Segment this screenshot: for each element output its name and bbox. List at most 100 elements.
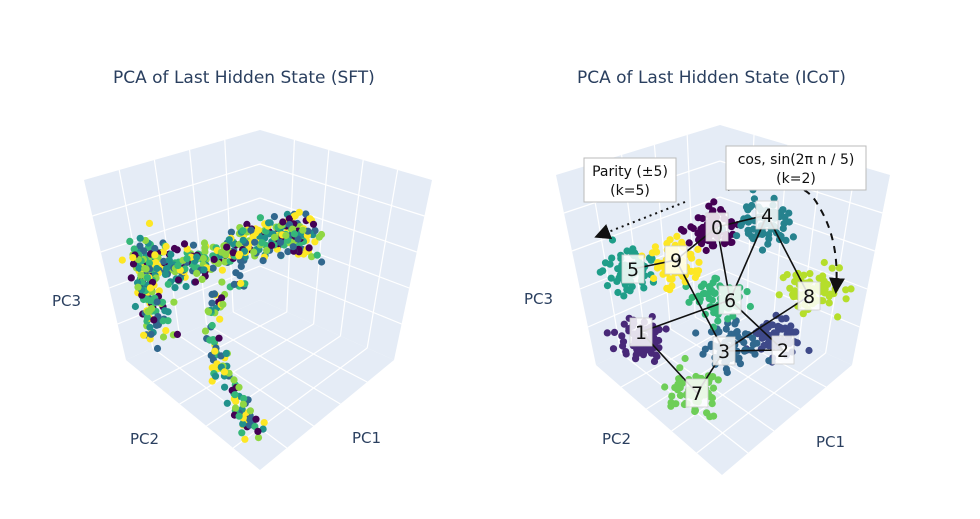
cluster-point-5 <box>608 254 616 262</box>
data-point <box>198 275 206 283</box>
cluster-label-3: 3 <box>712 336 736 366</box>
cluster-point-8 <box>821 289 829 297</box>
cluster-point-7 <box>667 402 675 410</box>
data-point <box>206 336 214 344</box>
data-point <box>270 233 279 241</box>
rotation-arrow <box>727 181 845 294</box>
cluster-point-1 <box>619 342 627 350</box>
cluster-point-1 <box>622 350 630 358</box>
gridline <box>179 323 314 405</box>
cluster-point-9 <box>687 267 695 275</box>
cluster-point-0 <box>708 242 716 250</box>
cluster-point-5 <box>629 245 637 253</box>
cluster-point-9 <box>650 274 658 282</box>
cluster-point-8 <box>842 286 850 294</box>
cluster-point-4 <box>749 235 757 243</box>
data-point <box>143 313 151 321</box>
cluster-point-8 <box>775 291 783 299</box>
data-point <box>137 271 145 279</box>
gridline <box>179 335 314 427</box>
data-point <box>162 327 170 335</box>
data-point <box>259 257 267 265</box>
cluster-point-0 <box>699 214 707 223</box>
cluster-point-3 <box>722 325 730 333</box>
left-axis-label-pc3: PC3 <box>52 292 81 310</box>
data-point <box>182 282 190 291</box>
cluster-point-5 <box>603 282 612 290</box>
cluster-point-1 <box>603 329 611 337</box>
data-point <box>173 330 181 338</box>
data-point <box>126 237 134 245</box>
data-point <box>134 283 142 291</box>
gridline <box>670 328 801 410</box>
cluster-point-4 <box>764 240 772 248</box>
svg-text:3: 3 <box>718 341 730 363</box>
gridline <box>189 149 207 325</box>
svg-text:cos, sin(2π n / 5): cos, sin(2π n / 5) <box>738 152 855 168</box>
cluster-point-9 <box>663 284 671 292</box>
data-point <box>130 245 138 253</box>
cluster-point-8 <box>842 295 850 303</box>
data-point <box>127 274 135 282</box>
data-point <box>289 243 297 251</box>
data-point <box>235 412 243 420</box>
cluster-point-7 <box>708 400 716 408</box>
data-point <box>136 234 144 242</box>
data-point <box>159 333 168 341</box>
cluster-point-5 <box>608 236 617 244</box>
data-point <box>239 227 247 235</box>
data-point <box>136 242 144 250</box>
data-point <box>239 420 247 428</box>
data-point <box>237 262 245 270</box>
data-point <box>237 279 245 287</box>
data-point <box>161 270 170 278</box>
cluster-point-0 <box>685 239 693 247</box>
data-point <box>230 280 238 288</box>
gridline <box>206 323 341 405</box>
cluster-point-4 <box>744 206 752 214</box>
data-point <box>284 248 292 256</box>
data-point <box>164 317 172 325</box>
data-point <box>201 327 210 335</box>
data-point <box>146 284 154 292</box>
data-point <box>265 219 273 227</box>
data-point <box>148 278 157 286</box>
data-point <box>146 323 154 331</box>
data-point <box>174 276 183 284</box>
cluster-point-8 <box>819 297 827 305</box>
data-point <box>173 246 181 254</box>
cluster-point-4 <box>750 195 759 203</box>
cluster-point-2 <box>787 322 795 330</box>
data-point <box>254 427 262 435</box>
data-point <box>145 219 154 227</box>
data-point <box>167 250 175 259</box>
annotation-parity: Parity (±5) (k=5) <box>583 157 677 203</box>
data-point <box>208 321 216 330</box>
cluster-point-9 <box>651 243 660 251</box>
cluster-point-3 <box>765 357 773 365</box>
data-point <box>276 238 284 246</box>
cluster-point-1 <box>618 332 626 340</box>
data-point <box>209 264 217 272</box>
data-point <box>210 255 218 263</box>
right-axis-label-pc1: PC1 <box>816 433 845 451</box>
data-point <box>193 253 201 261</box>
data-point <box>191 278 200 286</box>
cluster-point-8 <box>820 281 828 289</box>
data-point <box>159 317 167 325</box>
cluster-point-3 <box>722 365 731 373</box>
data-point <box>162 242 170 251</box>
cluster-point-8 <box>820 258 828 267</box>
svg-text:6: 6 <box>724 290 736 312</box>
cluster-point-4 <box>782 236 790 244</box>
svg-text:9: 9 <box>670 250 682 272</box>
cluster-point-5 <box>614 288 622 297</box>
data-point <box>254 434 263 442</box>
cluster-point-2 <box>793 339 801 347</box>
cluster-point-6 <box>711 274 719 282</box>
cluster-point-3 <box>731 320 739 328</box>
data-point <box>193 269 201 277</box>
cluster-point-8 <box>825 299 833 307</box>
cluster-point-8 <box>800 271 808 279</box>
cluster-point-7 <box>661 383 669 391</box>
